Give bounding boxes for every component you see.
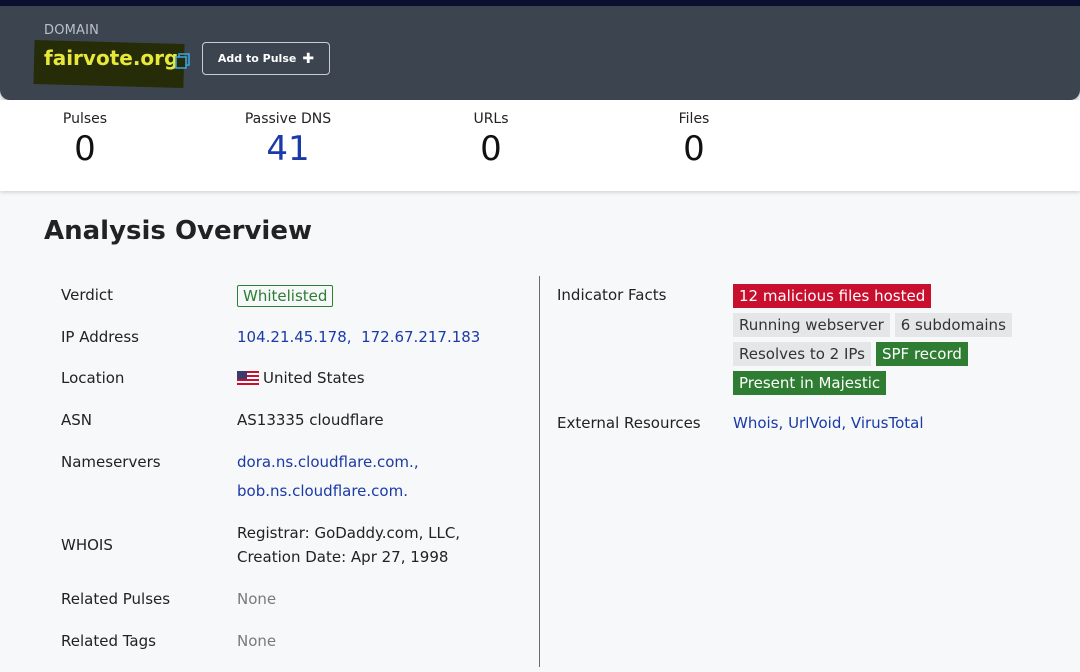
add-to-pulse-label: Add to Pulse (217, 52, 297, 65)
stat-pulses: Pulses 0 (62, 111, 108, 168)
ip-address-values: 104.21.45.178, 172.67.217.183 (237, 328, 480, 346)
domain-name: fairvote.org (44, 46, 179, 70)
fact-row: 12 malicious files hosted (733, 284, 1033, 308)
asn-value: AS13335 cloudflare (237, 411, 384, 429)
fact-badge: Running webserver (733, 313, 890, 337)
us-flag-icon (237, 371, 259, 385)
related-pulses-value: None (237, 590, 277, 608)
ip-address-link[interactable]: 172.67.217.183 (361, 328, 481, 346)
nameserver-link[interactable]: dora.ns.cloudflare.com., (237, 453, 419, 471)
nameserver-link[interactable]: bob.ns.cloudflare.com. (237, 482, 408, 500)
stat-label: Files (678, 111, 710, 127)
fact-row: Present in Majestic (733, 371, 1033, 395)
stat-label: Pulses (62, 111, 108, 127)
fact-badge: Resolves to 2 IPs (733, 342, 871, 366)
fact-badge: Present in Majestic (733, 371, 887, 395)
stat-files: Files 0 (676, 111, 712, 168)
fact-badge: SPF record (875, 342, 968, 366)
whois-creation-date: Creation Date: Apr 27, 1998 (237, 548, 449, 566)
indicator-type-label: DOMAIN (44, 23, 100, 38)
plus-icon: ✚ (302, 50, 315, 67)
verdict-label: Verdict (61, 286, 114, 304)
related-tags-label: Related Tags (61, 632, 156, 650)
stat-label: Passive DNS (244, 111, 332, 127)
stat-passive-dns[interactable]: Passive DNS 41 (244, 111, 332, 168)
related-tags-value: None (237, 632, 277, 650)
copy-icon[interactable] (174, 52, 192, 70)
indicator-header: DOMAIN fairvote.org Add to Pulse ✚ (0, 6, 1080, 100)
analysis-overview-title: Analysis Overview (44, 216, 312, 246)
ip-address-link[interactable]: 104.21.45.178, (237, 328, 352, 346)
stat-value: 0 (74, 129, 96, 169)
fact-badge: 6 subdomains (894, 313, 1012, 337)
related-pulses-label: Related Pulses (61, 590, 171, 608)
fact-row: Resolves to 2 IPs SPF record (733, 342, 1033, 366)
fact-badge: 12 malicious files hosted (733, 284, 932, 308)
virustotal-link[interactable]: VirusTotal (850, 414, 924, 432)
asn-label: ASN (61, 411, 93, 429)
whois-link[interactable]: Whois, (733, 414, 784, 432)
whois-label: WHOIS (61, 536, 113, 554)
whois-registrar: Registrar: GoDaddy.com, LLC, (237, 524, 461, 542)
column-divider (539, 276, 540, 667)
urlvoid-link[interactable]: UrlVoid, (788, 414, 847, 432)
indicator-facts-label: Indicator Facts (557, 286, 667, 304)
stat-value: 0 (480, 129, 502, 169)
fact-row: Running webserver 6 subdomains (733, 313, 1033, 337)
external-resources-label: External Resources (557, 414, 701, 432)
stats-bar: Pulses 0 Passive DNS 41 URLs 0 Files 0 (0, 100, 1080, 191)
stat-value: 0 (683, 129, 705, 169)
verdict-badge: Whitelisted (237, 285, 334, 307)
add-to-pulse-button[interactable]: Add to Pulse ✚ (202, 42, 330, 75)
ip-address-label: IP Address (61, 328, 139, 346)
indicator-facts-list: 12 malicious files hosted Running webser… (733, 284, 1033, 400)
verdict-value: Whitelisted (237, 285, 334, 307)
location-text: United States (263, 369, 365, 387)
stat-urls: URLs 0 (472, 111, 510, 168)
top-accent-bar (0, 0, 1080, 6)
external-resources-links: Whois, UrlVoid, VirusTotal (733, 414, 924, 432)
stat-label: URLs (473, 111, 509, 127)
location-label: Location (61, 369, 125, 387)
nameservers-label: Nameservers (61, 453, 161, 471)
stat-value[interactable]: 41 (266, 129, 310, 169)
location-value: United States (237, 369, 365, 387)
